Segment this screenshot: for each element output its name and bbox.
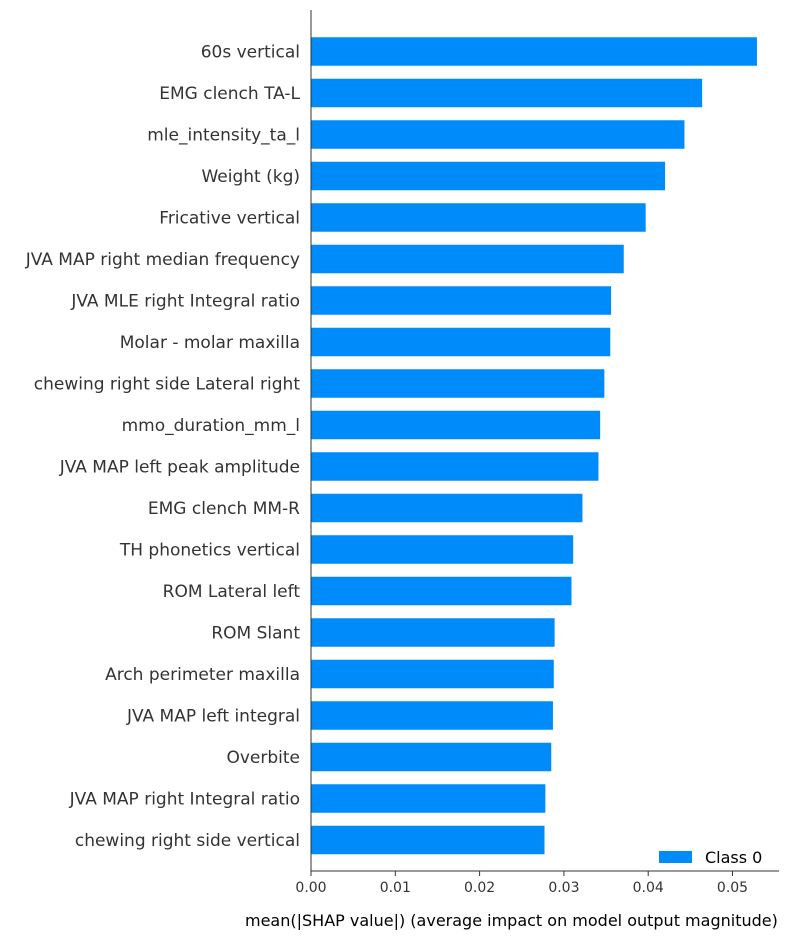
category-label-5: Fricative vertical [159, 209, 300, 229]
x-tick-label-5: 0.04 [633, 880, 664, 896]
bars-group [311, 37, 757, 855]
bar-17 [311, 701, 553, 730]
bar-20 [311, 825, 545, 855]
category-label-12: EMG clench MM-R [148, 499, 300, 519]
bar-3 [311, 120, 685, 149]
x-axis-title: mean(|SHAP value|) (average impact on mo… [245, 911, 778, 930]
x-tick-label-2: 0.01 [380, 880, 411, 896]
bar-10 [311, 410, 601, 440]
legend-swatch-class-0 [659, 851, 692, 863]
bar-11 [311, 452, 599, 481]
category-label-3: mle_intensity_ta_l [147, 126, 300, 146]
category-label-14: ROM Lateral left [163, 582, 301, 602]
bar-1 [311, 37, 757, 66]
category-label-9: chewing right side Lateral right [34, 375, 301, 395]
x-tick-label-3: 0.02 [464, 880, 495, 896]
category-label-11: JVA MAP left peak amplitude [59, 458, 300, 478]
bar-2 [311, 78, 703, 108]
category-label-19: JVA MAP right Integral ratio [69, 790, 300, 810]
category-label-13: TH phonetics vertical [119, 541, 300, 561]
category-label-15: ROM Slant [211, 624, 300, 644]
category-label-10: mmo_duration_mm_l [122, 416, 300, 436]
category-label-6: JVA MAP right median frequency [25, 250, 300, 270]
bar-16 [311, 659, 554, 689]
category-label-8: Molar - molar maxilla [120, 333, 300, 353]
x-tick-label-1: 0.00 [295, 880, 326, 896]
bar-5 [311, 203, 646, 232]
category-label-1: 60s vertical [201, 43, 300, 63]
bar-6 [311, 244, 624, 274]
bar-19 [311, 784, 546, 813]
bar-7 [311, 286, 612, 315]
bar-14 [311, 576, 572, 606]
bar-12 [311, 493, 583, 523]
x-tick-label-6: 0.05 [717, 880, 748, 896]
x-tick-label-4: 0.03 [548, 880, 579, 896]
bar-13 [311, 535, 574, 564]
bar-18 [311, 742, 552, 772]
legend-label-class-0: Class 0 [705, 848, 762, 867]
category-label-2: EMG clench TA-L [159, 84, 300, 104]
bar-4 [311, 161, 666, 191]
category-label-17: JVA MAP left integral [126, 707, 300, 727]
category-label-20: chewing right side vertical [75, 831, 300, 851]
legend: Class 0 [659, 848, 762, 867]
bar-15 [311, 618, 555, 647]
category-label-18: Overbite [226, 748, 300, 768]
category-label-16: Arch perimeter maxilla [105, 665, 300, 685]
category-label-7: JVA MLE right Integral ratio [70, 292, 300, 312]
bar-8 [311, 327, 611, 357]
bar-9 [311, 369, 605, 398]
category-label-4: Weight (kg) [201, 167, 300, 187]
x-ticks-group: 0.00 0.01 0.02 0.03 0.04 0.05 [295, 871, 748, 896]
category-labels-group: 60s vertical EMG clench TA-L mle_intensity… [25, 43, 301, 852]
